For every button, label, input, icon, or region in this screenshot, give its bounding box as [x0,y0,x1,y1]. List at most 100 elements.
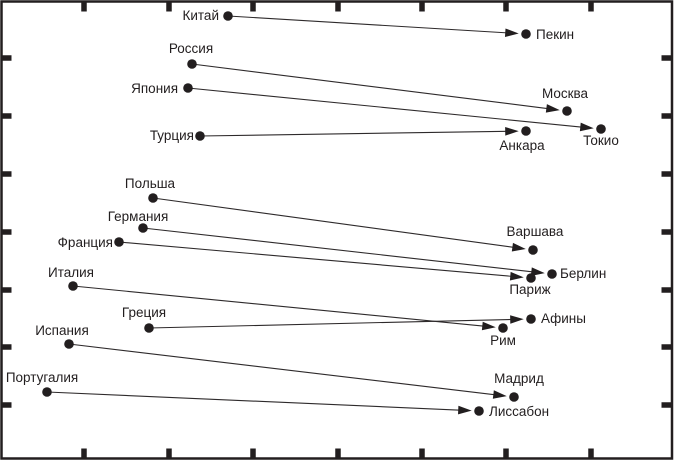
arrow-line [227,15,508,34]
points-layer [42,11,606,416]
country-label: Германия [108,209,169,224]
arrowhead [511,242,526,252]
arrowhead [509,271,524,281]
arrowhead [510,315,524,324]
tick-left [0,287,12,293]
tick-left [0,344,12,350]
tick-bottom [335,448,341,460]
arrowhead [505,127,519,136]
capital-point [547,269,557,279]
country-point [138,223,148,233]
arrow-line [46,391,461,411]
tick-left [0,113,12,119]
tick-top [335,0,341,12]
country-label: Турция [150,128,194,143]
capital-label: Афины [541,311,586,326]
arrow-line [68,343,496,396]
tick-top [419,0,425,12]
tick-right [661,55,673,61]
arrowhead [545,104,560,113]
country-point [223,11,233,21]
capital-label: Берлин [560,266,606,281]
country-label: Греция [122,305,166,320]
arrows-layer [46,15,594,415]
capital-point [562,106,572,116]
country-label: Япония [131,81,178,96]
country-label: Италия [48,265,94,280]
country-label: Россия [169,41,213,56]
country-point [148,193,158,203]
capital-label: Анкара [499,138,545,153]
arrowhead [458,405,472,415]
tick-right [661,287,673,293]
tick-top [166,0,172,12]
tick-bottom [81,448,87,460]
capital-point [596,124,606,134]
country-label: Польша [125,176,176,191]
capital-label: Токио [583,133,619,148]
capital-point [526,314,536,324]
arrowhead [504,28,519,38]
country-label: Испания [35,323,89,338]
tick-bottom [250,448,256,460]
tick-bottom [503,448,509,460]
tick-top [503,0,509,12]
capital-label: Лиссабон [489,404,549,419]
capital-point [474,406,484,416]
country-point [114,237,124,247]
tick-right [661,402,673,408]
arrowhead [579,122,594,132]
tick-right [661,113,673,119]
country-label: Китай [183,8,220,23]
tick-left [0,402,12,408]
country-point [42,387,52,397]
tick-left [0,171,12,177]
labels-layer: Китай Пекин Россия Москва Япония Токио Турция А… [6,8,619,419]
arrow-line [199,130,508,137]
capital-point [509,392,519,402]
tick-right [661,344,673,350]
country-point [64,339,74,349]
capital-point [521,29,531,39]
arrowhead [492,390,507,399]
country-point [68,281,78,291]
tick-right [661,229,673,235]
tick-top [250,0,256,12]
tick-top [81,0,87,12]
country-label: Франция [58,235,113,250]
arrow-line [148,318,513,329]
country-point [195,131,205,141]
arrow-line [187,87,583,128]
capital-point [521,126,531,136]
arrow-line [72,285,485,327]
capital-label: Париж [509,282,550,297]
arrow-line [152,197,515,248]
capital-point [526,273,536,283]
tick-bottom [419,448,425,460]
tick-left [0,55,12,61]
tick-top [588,0,594,12]
tick-bottom [588,448,594,460]
arrow-line [142,227,534,273]
arrowhead [481,321,496,331]
tick-right [661,171,673,177]
arrowhead [530,267,545,276]
country-point [187,59,197,69]
capital-point [528,245,538,255]
country-label: Португалия [6,370,78,385]
country-point [183,83,193,93]
arrow-line [191,63,549,110]
capital-label: Москва [542,86,589,101]
tick-left [0,229,12,235]
capital-label: Мадрид [494,371,544,386]
capital-label: Рим [490,333,516,348]
country-point [144,323,154,333]
capital-point [498,323,508,333]
tick-bottom [166,448,172,460]
capital-label: Варшава [507,224,564,239]
capital-label: Пекин [536,27,574,42]
